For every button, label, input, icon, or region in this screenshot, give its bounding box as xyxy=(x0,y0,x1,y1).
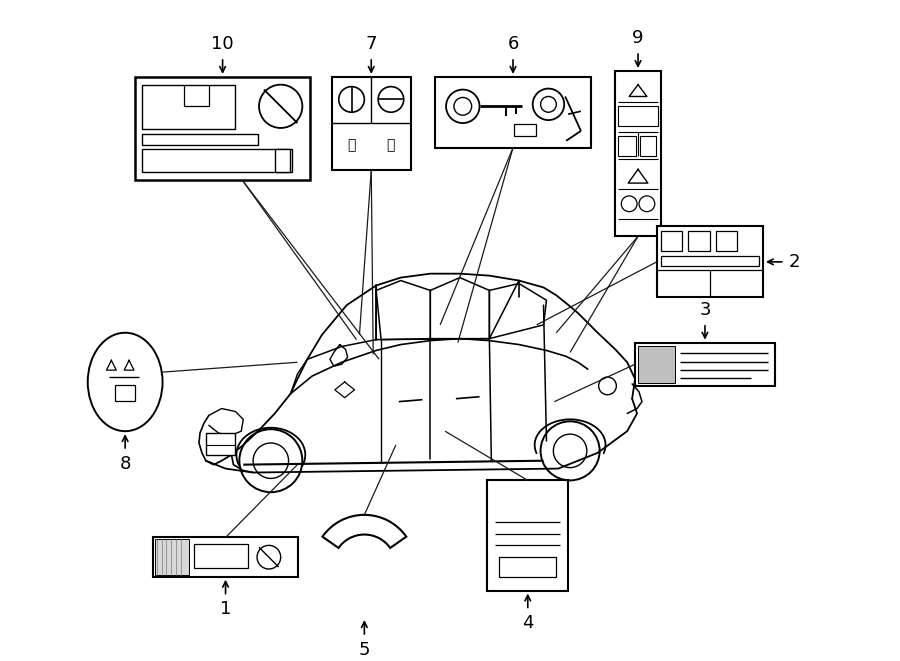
Bar xyxy=(142,85,236,129)
Bar xyxy=(194,545,248,568)
Text: 7: 7 xyxy=(365,35,377,53)
Bar xyxy=(616,71,661,236)
Bar xyxy=(716,231,737,251)
Bar xyxy=(115,385,135,401)
Bar xyxy=(618,136,636,155)
Bar xyxy=(436,77,590,147)
Bar xyxy=(153,537,299,577)
Text: 3: 3 xyxy=(699,301,711,319)
Text: 2: 2 xyxy=(788,253,800,271)
Text: 9: 9 xyxy=(633,29,643,47)
Bar xyxy=(155,539,189,575)
Bar xyxy=(514,124,536,136)
Wedge shape xyxy=(322,515,406,548)
Text: 🔥: 🔥 xyxy=(347,139,356,153)
Bar xyxy=(206,433,236,455)
Text: 8: 8 xyxy=(120,455,130,473)
Bar xyxy=(274,149,290,173)
Bar xyxy=(635,342,775,386)
Bar xyxy=(661,231,682,251)
Text: 6: 6 xyxy=(508,35,518,53)
Bar xyxy=(500,557,556,577)
Bar xyxy=(661,256,759,266)
Bar xyxy=(332,77,410,171)
Text: 5: 5 xyxy=(358,641,370,659)
Bar xyxy=(640,136,656,155)
Text: 4: 4 xyxy=(522,614,534,633)
Text: 🏠: 🏠 xyxy=(387,139,395,153)
Bar xyxy=(657,227,763,297)
Bar xyxy=(618,106,658,126)
Bar xyxy=(142,149,292,173)
Bar xyxy=(638,346,675,383)
Text: 1: 1 xyxy=(220,600,231,619)
Bar xyxy=(142,134,258,145)
Bar xyxy=(688,231,710,251)
Bar xyxy=(135,77,310,180)
Text: 10: 10 xyxy=(212,35,234,53)
Bar xyxy=(488,481,568,591)
